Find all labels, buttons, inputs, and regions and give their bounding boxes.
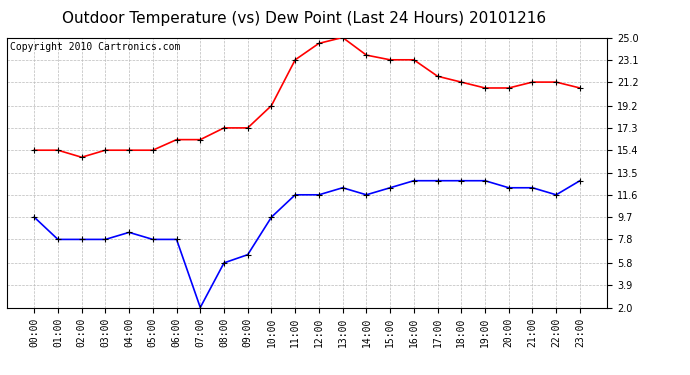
Text: Outdoor Temperature (vs) Dew Point (Last 24 Hours) 20101216: Outdoor Temperature (vs) Dew Point (Last…	[61, 11, 546, 26]
Text: Copyright 2010 Cartronics.com: Copyright 2010 Cartronics.com	[10, 42, 180, 51]
